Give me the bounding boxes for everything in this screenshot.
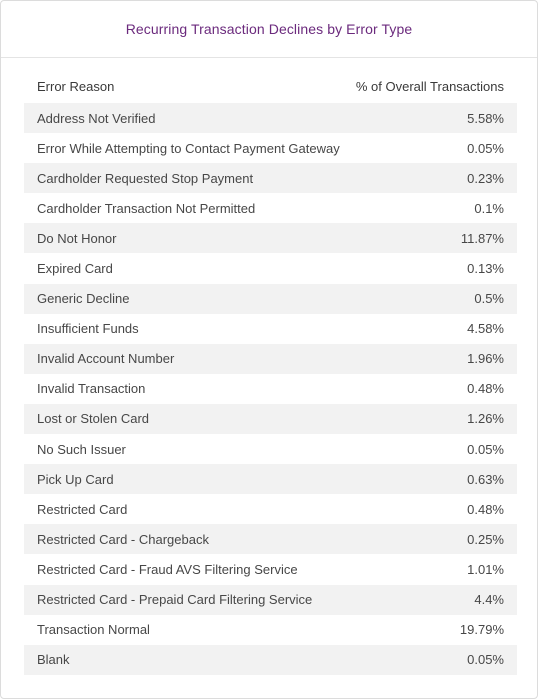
percent-cell: 4.58%: [467, 321, 504, 337]
percent-cell: 1.26%: [467, 411, 504, 427]
error-reason-cell: Blank: [37, 652, 70, 668]
percent-cell: 0.48%: [467, 501, 504, 517]
table-row: Do Not Honor 11.87%: [24, 223, 517, 254]
error-reason-cell: Insufficient Funds: [37, 321, 139, 337]
table-row: Invalid Account Number 1.96%: [24, 343, 517, 374]
table-row: Pick Up Card 0.63%: [24, 464, 517, 495]
column-header-percent: % of Overall Transactions: [355, 78, 504, 94]
error-reason-cell: Expired Card: [37, 261, 113, 277]
error-reason-cell: No Such Issuer: [37, 441, 126, 457]
declines-table: Error Reason % of Overall Transactions A…: [24, 70, 517, 675]
percent-cell: 1.01%: [467, 561, 504, 577]
percent-cell: 1.96%: [467, 351, 504, 367]
percent-cell: 0.25%: [467, 531, 504, 547]
error-reason-cell: Pick Up Card: [37, 471, 114, 487]
table-row: Lost or Stolen Card 1.26%: [24, 403, 517, 435]
percent-cell: 0.05%: [467, 652, 504, 668]
error-reason-cell: Restricted Card - Fraud AVS Filtering Se…: [37, 561, 298, 577]
error-reason-cell: Cardholder Requested Stop Payment: [37, 170, 254, 186]
percent-cell: 4.4%: [474, 592, 504, 608]
table-row: Expired Card 0.13%: [24, 253, 517, 283]
percent-cell: 5.58%: [467, 110, 504, 126]
table-row: Blank 0.05%: [24, 644, 517, 675]
percent-cell: 0.48%: [467, 381, 504, 397]
table-header-row: Error Reason % of Overall Transactions: [24, 70, 517, 102]
error-reason-cell: Do Not Honor: [37, 230, 117, 246]
table-row: Restricted Card - Fraud AVS Filtering Se…: [24, 554, 517, 584]
table-row: Generic Decline 0.5%: [24, 283, 517, 314]
error-reason-cell: Cardholder Transaction Not Permitted: [37, 200, 256, 216]
table-row: Restricted Card 0.48%: [24, 494, 517, 524]
card-header: Recurring Transaction Declines by Error …: [1, 1, 537, 58]
error-reason-cell: Invalid Transaction: [37, 381, 146, 397]
error-reason-cell: Generic Decline: [37, 291, 130, 307]
error-reason-cell: Invalid Account Number: [37, 351, 175, 367]
percent-cell: 0.63%: [467, 471, 504, 487]
percent-cell: 11.87%: [460, 230, 504, 246]
percent-cell: 19.79%: [459, 622, 504, 638]
error-reason-cell: Restricted Card: [37, 501, 128, 517]
column-header-error-reason: Error Reason: [37, 78, 115, 94]
error-reason-cell: Error While Attempting to Contact Paymen…: [37, 140, 340, 156]
chart-title: Recurring Transaction Declines by Error …: [125, 21, 413, 37]
table-row: Insufficient Funds 4.58%: [24, 314, 517, 344]
error-reason-cell: Address Not Verified: [37, 110, 156, 126]
table-row: Invalid Transaction 0.48%: [24, 374, 517, 404]
table-row: Cardholder Transaction Not Permitted 0.1%: [24, 193, 517, 223]
percent-cell: 0.05%: [467, 441, 504, 457]
error-reason-cell: Transaction Normal: [37, 622, 150, 638]
table-row: Restricted Card - Chargeback 0.25%: [24, 524, 517, 555]
table-row: Address Not Verified 5.58%: [24, 103, 517, 134]
table-row: No Such Issuer 0.05%: [24, 434, 517, 464]
percent-cell: 0.13%: [467, 261, 504, 277]
percent-cell: 0.1%: [474, 200, 504, 216]
error-reason-cell: Lost or Stolen Card: [37, 411, 150, 427]
percent-cell: 0.5%: [474, 291, 504, 307]
percent-cell: 0.05%: [467, 140, 504, 156]
table-body: Address Not Verified 5.58% Error While Att…: [24, 103, 517, 675]
error-reason-cell: Restricted Card - Chargeback: [37, 531, 209, 547]
table-row: Error While Attempting to Contact Paymen…: [24, 133, 517, 163]
table-row: Transaction Normal 19.79%: [24, 615, 517, 645]
table-row: Cardholder Requested Stop Payment 0.23%: [24, 163, 517, 194]
error-reason-cell: Restricted Card - Prepaid Card Filtering…: [37, 592, 313, 608]
percent-cell: 0.23%: [467, 170, 504, 186]
table-row: Restricted Card - Prepaid Card Filtering…: [24, 584, 517, 615]
